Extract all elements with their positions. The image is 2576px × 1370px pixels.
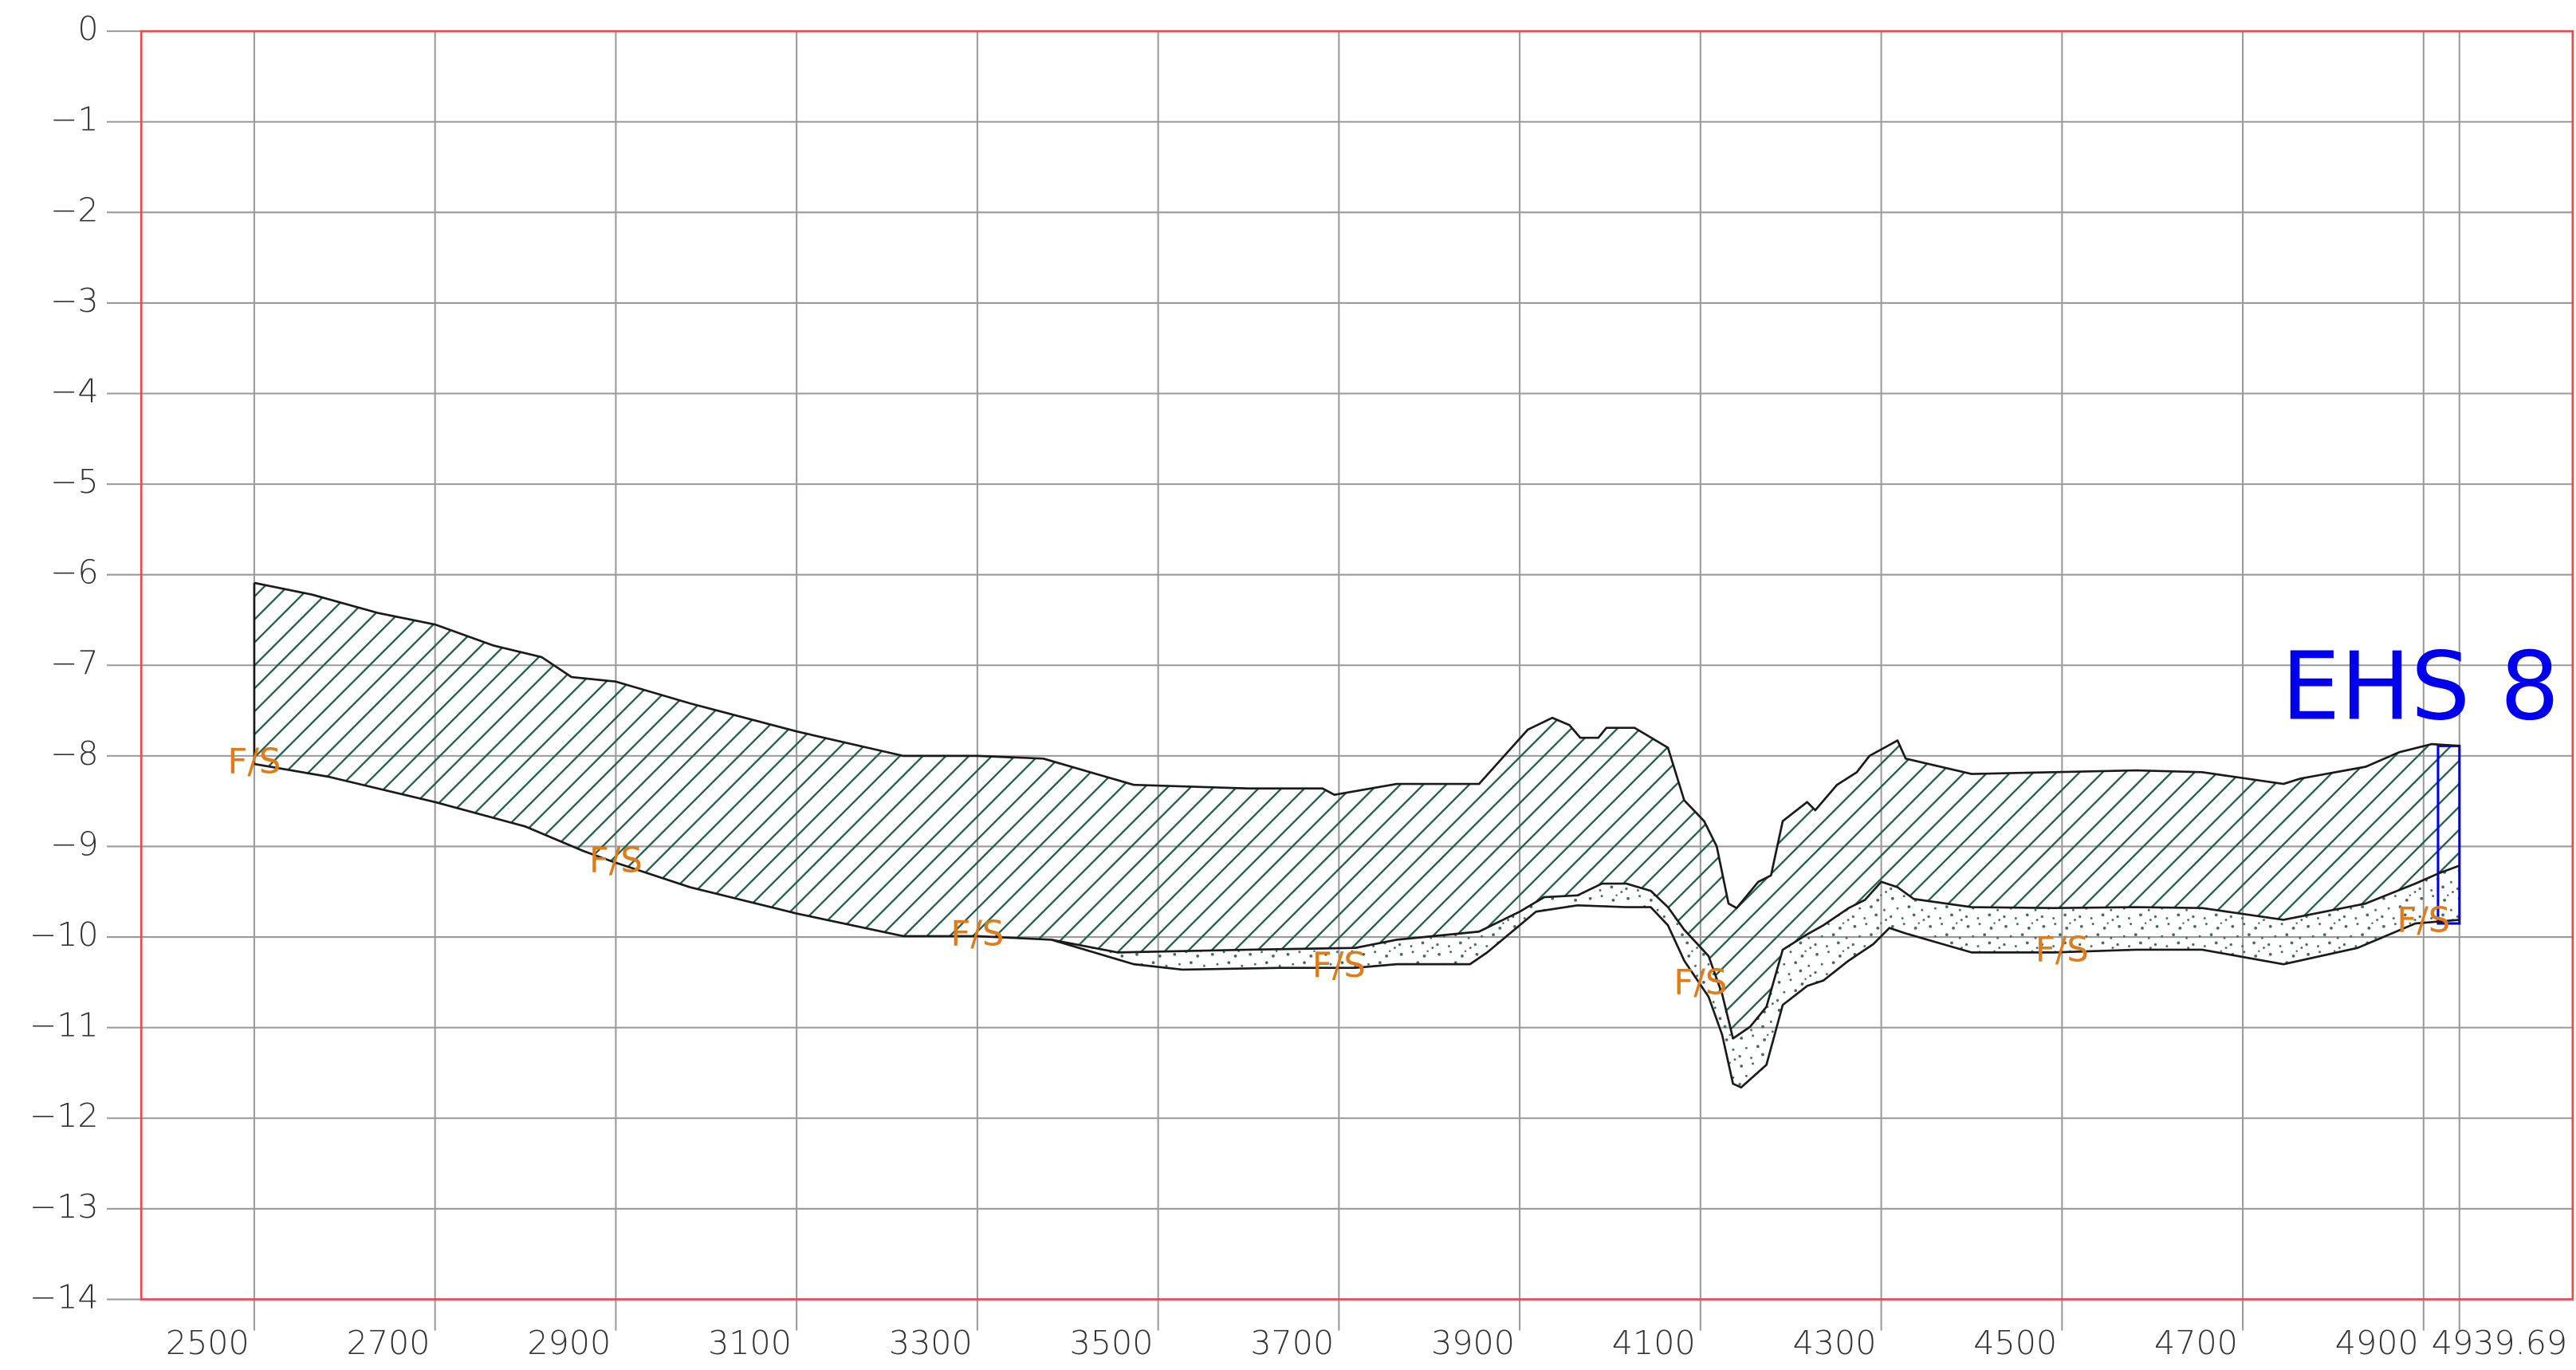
x-tick-label: 4700: [2154, 1324, 2238, 1362]
fs-label: F/S: [227, 742, 281, 782]
x-tick-label: 4500: [1973, 1324, 2057, 1362]
y-tick-label: −5: [50, 463, 99, 501]
y-tick-label: −4: [50, 372, 99, 411]
x-tick-label: 3500: [1070, 1324, 1154, 1362]
x-tick-label: 4939.69: [2432, 1324, 2567, 1362]
x-tick-label: 3700: [1250, 1324, 1334, 1362]
fs-label: F/S: [2397, 901, 2450, 941]
x-tick-label: 4300: [1793, 1324, 1877, 1362]
y-tick-label: −1: [50, 100, 99, 139]
y-tick-label: −13: [29, 1187, 99, 1226]
fs-label: F/S: [1312, 946, 1366, 986]
x-tick-label: 2900: [527, 1324, 611, 1362]
y-tick-label: −9: [50, 825, 99, 863]
surface-line: [254, 581, 2460, 910]
y-tick-label: −8: [50, 734, 99, 773]
y-tick-label: −11: [29, 1006, 99, 1045]
x-tick-label: 4100: [1612, 1324, 1696, 1362]
hatched-layer: [254, 582, 2460, 1039]
surface-line: [1051, 903, 2460, 1089]
fs-label: F/S: [1673, 963, 1727, 1002]
fs-label: F/S: [2035, 931, 2089, 970]
fs-label: F/S: [950, 914, 1004, 954]
x-tick-label: 3100: [708, 1324, 792, 1362]
y-tick-label: −12: [29, 1096, 99, 1135]
y-tick-label: 0: [77, 10, 98, 48]
y-tick-label: −3: [50, 281, 99, 320]
fs-label: F/S: [589, 841, 643, 880]
y-tick-label: −7: [50, 644, 99, 682]
x-tick-label: 2700: [347, 1324, 431, 1362]
dotted-layer: [1051, 865, 2460, 1088]
x-tick-label: 4900: [2335, 1324, 2419, 1362]
surface-line: [254, 762, 2460, 1040]
y-tick-label: −14: [29, 1277, 99, 1316]
x-tick-label: 3900: [1431, 1324, 1515, 1362]
y-tick-label: −10: [29, 915, 99, 954]
x-tick-label: 2500: [166, 1324, 250, 1362]
x-tick-label: 3300: [889, 1324, 973, 1362]
plot-frame: [140, 30, 2574, 1301]
y-tick-label: −6: [50, 553, 99, 592]
ehs-label: EHS 8: [2281, 632, 2559, 742]
y-tick-label: −2: [50, 191, 99, 229]
